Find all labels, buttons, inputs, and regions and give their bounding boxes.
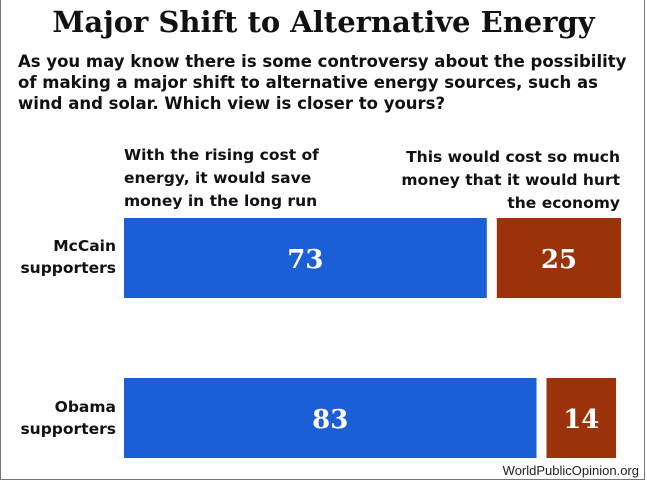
column-header-line: This would cost so much bbox=[406, 148, 620, 166]
column-header-save-money: With the rising cost of energy, it would… bbox=[124, 144, 354, 213]
column-header-line: money in the long run bbox=[124, 192, 318, 210]
row-label-line: Obama bbox=[54, 398, 116, 416]
data-label-obama-hurt-economy: 14 bbox=[563, 405, 599, 435]
column-header-line: money that it would hurt bbox=[401, 171, 620, 189]
bar-obama-hurt-economy bbox=[546, 378, 617, 458]
column-header-hurt-economy: This would cost so much money that it wo… bbox=[388, 146, 620, 215]
survey-question: As you may know there is some controvers… bbox=[18, 52, 627, 113]
data-label-mccain-save-money: 73 bbox=[287, 245, 323, 275]
data-label-obama-save-money: 83 bbox=[312, 405, 348, 435]
row-label-line: supporters bbox=[20, 259, 116, 277]
column-header-line: With the rising cost of bbox=[124, 146, 319, 164]
data-label-mccain-hurt-economy: 25 bbox=[541, 245, 577, 275]
row-label-obama: Obama supporters bbox=[18, 396, 116, 440]
row-label-line: supporters bbox=[20, 420, 116, 438]
row-label-mccain: McCain supporters bbox=[18, 235, 116, 279]
row-label-line: McCain bbox=[53, 237, 116, 255]
bar-obama-save-money bbox=[124, 378, 537, 458]
bar-mccain-save-money bbox=[124, 218, 487, 298]
column-header-line: energy, it would save bbox=[124, 169, 312, 187]
bar-mccain-hurt-economy bbox=[496, 218, 622, 298]
source-footer: WorldPublicOpinion.org bbox=[502, 463, 639, 478]
chart-title: Major Shift to Alternative Energy bbox=[52, 5, 595, 39]
column-header-line: the economy bbox=[507, 194, 620, 212]
